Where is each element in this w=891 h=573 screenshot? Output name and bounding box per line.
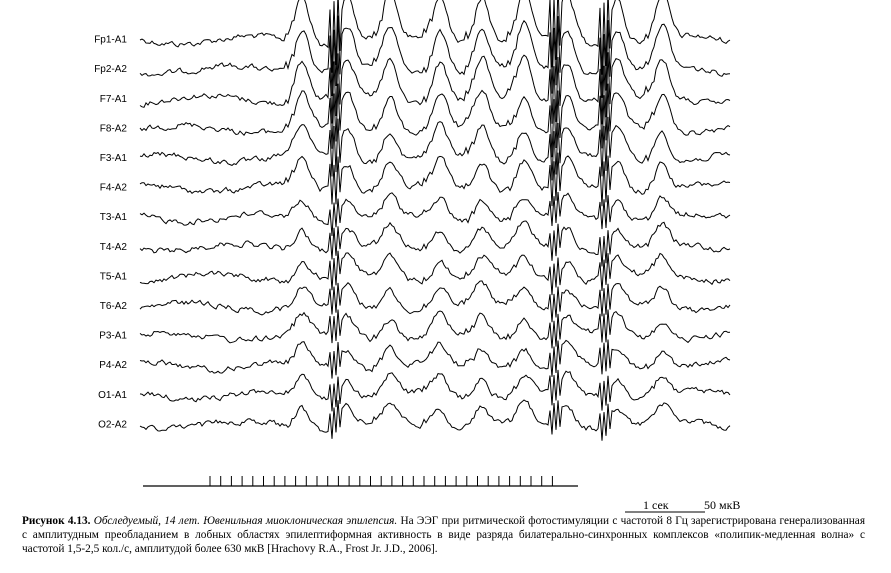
channel-label: T6-A2 — [100, 301, 128, 312]
channel-label: T5-A1 — [100, 271, 128, 282]
channel-label: O2-A2 — [98, 419, 127, 430]
caption-subject: Обследуемый, 14 лет. Ювенильная миоклони… — [93, 515, 398, 527]
channel-label: F4-A2 — [100, 183, 128, 194]
channel-label: F8-A2 — [100, 123, 128, 134]
channel-label: P4-A2 — [99, 360, 127, 371]
caption-label: Рисунок 4.13. — [22, 515, 91, 527]
eeg-trace — [139, 250, 731, 296]
channel-label: Fp2-A2 — [94, 64, 127, 75]
channel-label: T3-A1 — [100, 212, 128, 223]
eeg-trace — [139, 0, 731, 75]
eeg-trace — [139, 152, 731, 207]
time-scale: 1 сек — [643, 498, 669, 512]
eeg-trace — [139, 52, 731, 125]
eeg-trace — [139, 116, 731, 181]
caption: Рисунок 4.13. Обследуемый, 14 лет. Ювени… — [22, 514, 865, 556]
eeg-trace — [139, 280, 731, 323]
eeg-trace — [139, 309, 731, 349]
eeg-trace — [139, 369, 731, 412]
eeg-trace — [139, 191, 731, 237]
eeg-trace — [139, 220, 731, 267]
eeg-trace — [139, 339, 731, 379]
eeg-figure: 1 сек 50 мкВ Fp1-A1 Fp2-A2 F7-A1 F8-A2 F3-A1… — [94, 0, 740, 513]
channel-label: P3-A1 — [99, 331, 127, 342]
channel-label: F7-A1 — [100, 94, 128, 105]
amplitude-scale: 50 мкВ — [704, 498, 740, 512]
eeg-trace — [139, 15, 731, 98]
caption-text: На ЭЭГ при ритмической фотостимуляции с … — [22, 515, 866, 555]
channel-label: F3-A1 — [100, 153, 128, 164]
eeg-trace — [139, 83, 731, 158]
channel-label: O1-A1 — [98, 390, 127, 401]
channel-label: T4-A2 — [100, 242, 128, 253]
eeg-trace — [139, 399, 731, 441]
channel-label: Fp1-A1 — [94, 35, 127, 46]
